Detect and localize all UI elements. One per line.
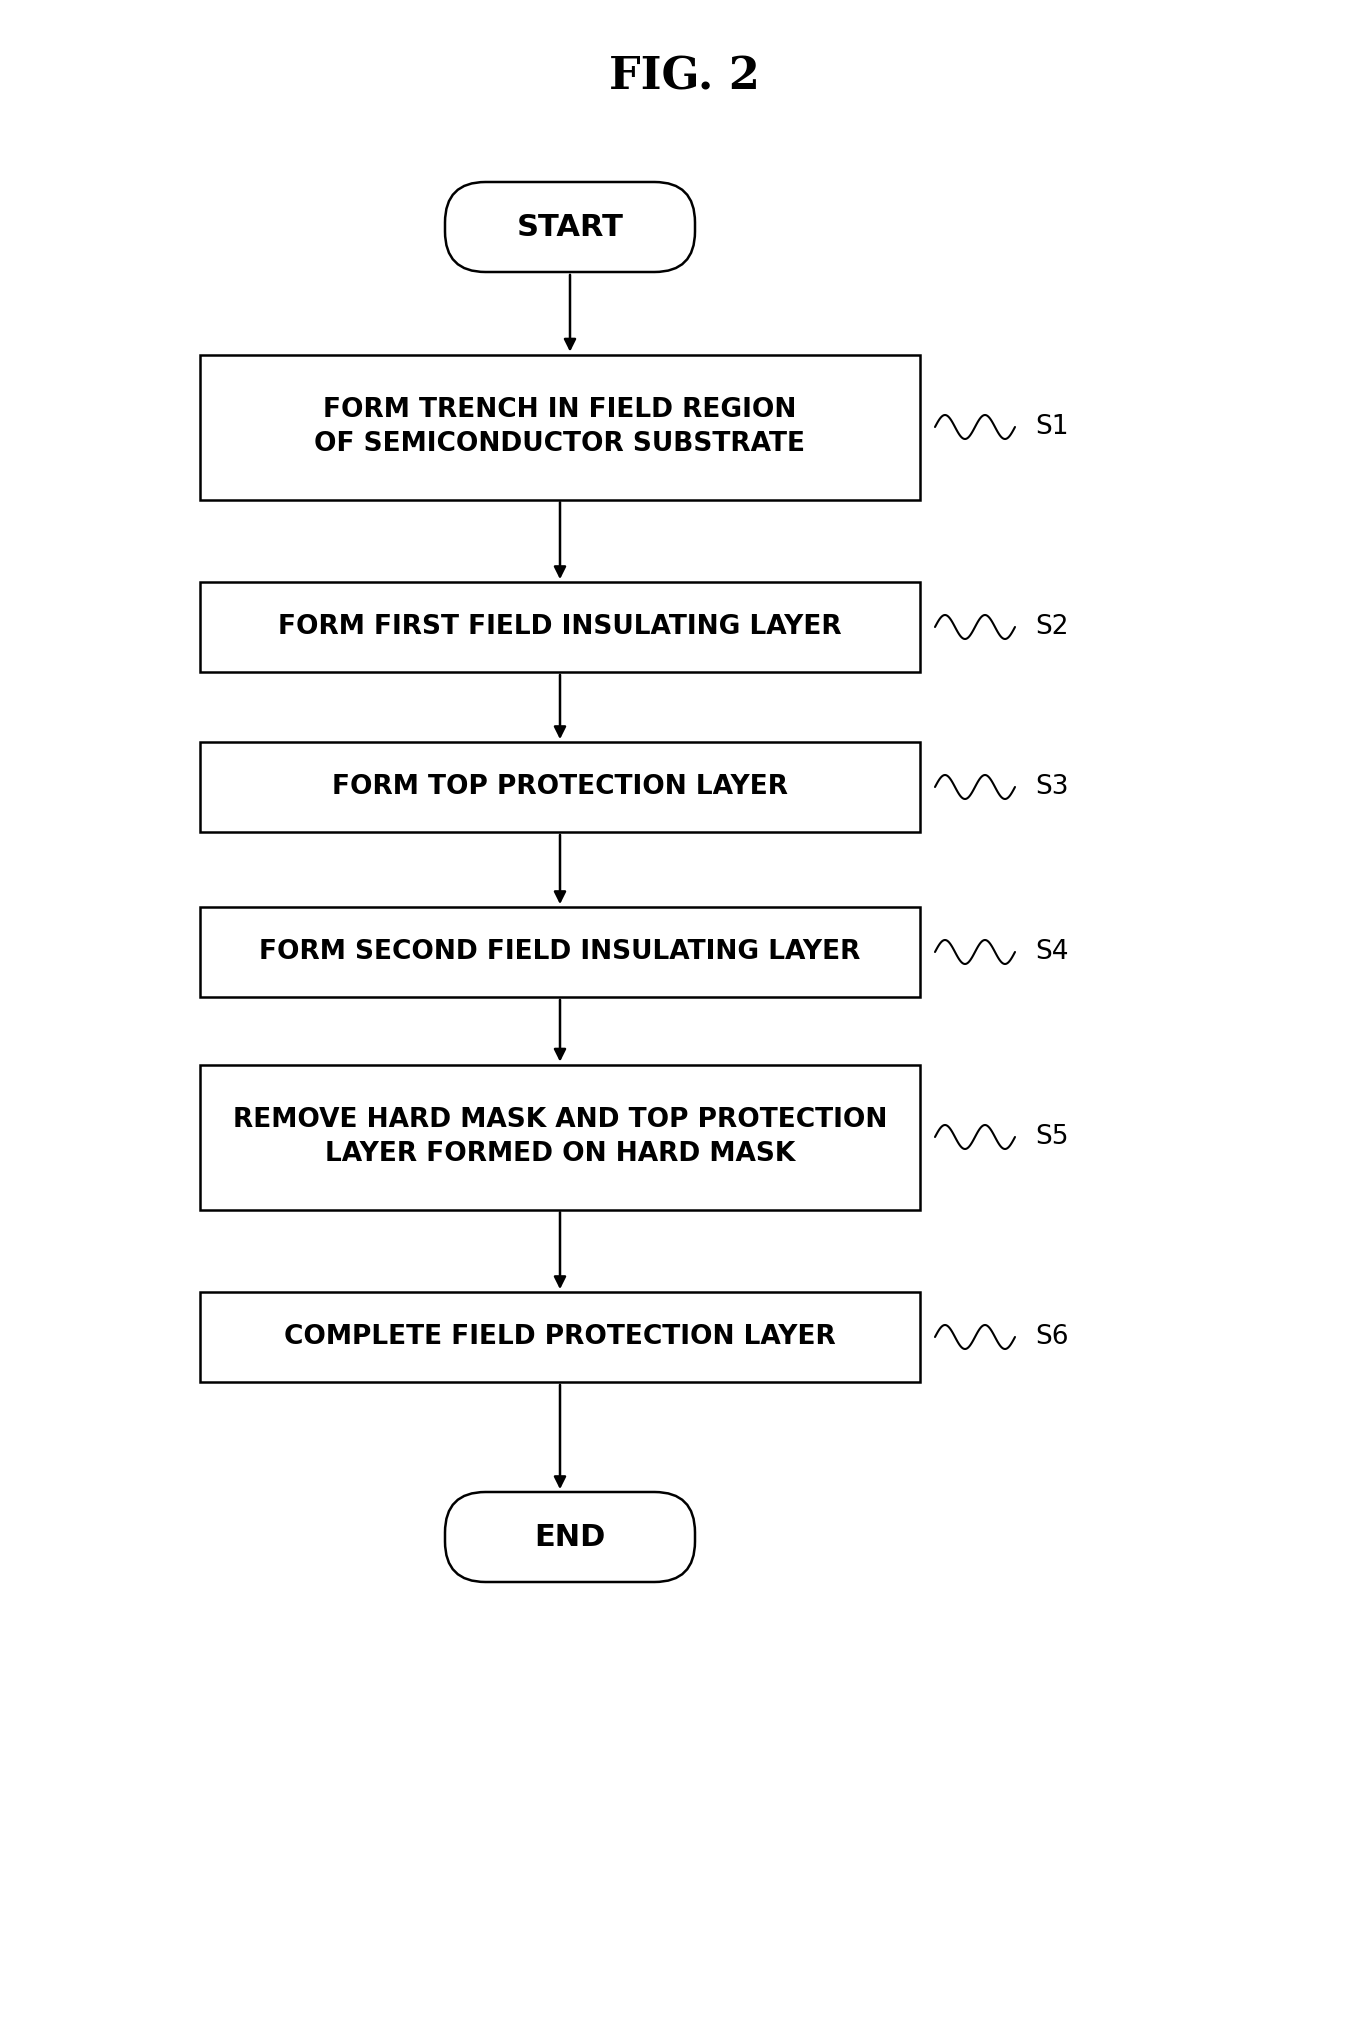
Bar [200,1293,920,1382]
FancyBboxPatch shape [445,182,695,272]
Text: FORM FIRST FIELD INSULATING LAYER: FORM FIRST FIELD INSULATING LAYER [278,613,842,639]
Text: END: END [534,1523,605,1551]
Text: FIG. 2: FIG. 2 [609,56,760,99]
Text: START: START [516,212,623,242]
Bar [200,1065,920,1210]
Bar [200,583,920,672]
Text: REMOVE HARD MASK AND TOP PROTECTION
LAYER FORMED ON HARD MASK: REMOVE HARD MASK AND TOP PROTECTION LAYE… [233,1107,887,1168]
Text: S5: S5 [1035,1123,1068,1150]
Bar [200,742,920,831]
FancyBboxPatch shape [445,1493,695,1581]
Text: S2: S2 [1035,613,1068,639]
Text: COMPLETE FIELD PROTECTION LAYER: COMPLETE FIELD PROTECTION LAYER [285,1323,836,1349]
Bar [200,355,920,500]
Bar [200,908,920,996]
Text: S6: S6 [1035,1323,1068,1349]
Text: S4: S4 [1035,940,1068,964]
Text: S1: S1 [1035,413,1068,440]
Text: FORM SECOND FIELD INSULATING LAYER: FORM SECOND FIELD INSULATING LAYER [259,940,861,964]
Text: FORM TRENCH IN FIELD REGION
OF SEMICONDUCTOR SUBSTRATE: FORM TRENCH IN FIELD REGION OF SEMICONDU… [315,397,805,458]
Text: S3: S3 [1035,775,1068,801]
Text: FORM TOP PROTECTION LAYER: FORM TOP PROTECTION LAYER [333,775,789,801]
